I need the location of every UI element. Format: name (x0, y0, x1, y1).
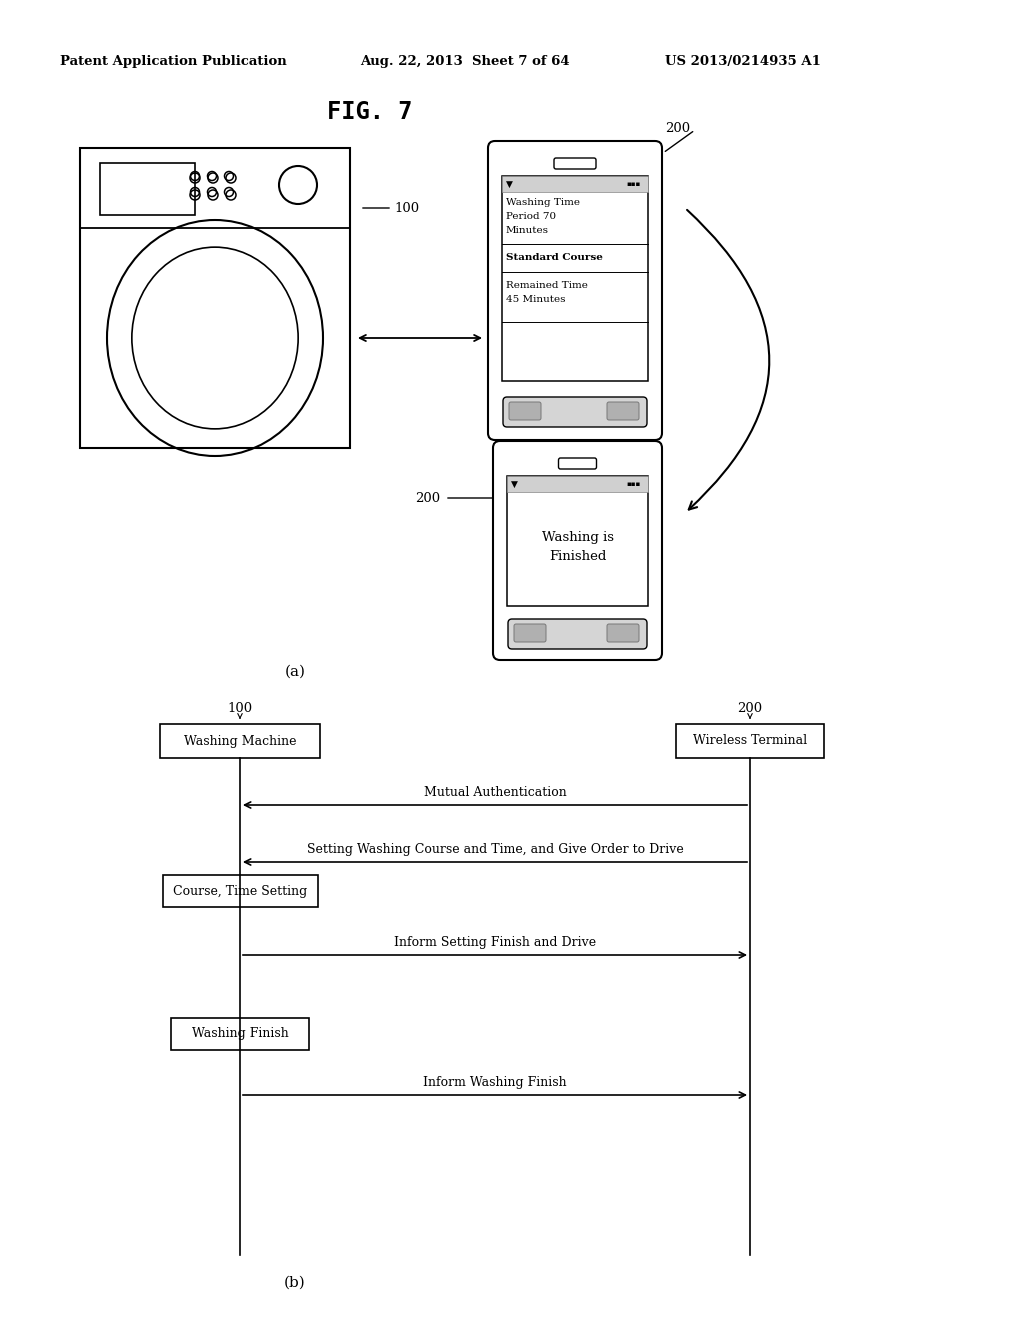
Text: US 2013/0214935 A1: US 2013/0214935 A1 (665, 55, 821, 69)
FancyBboxPatch shape (558, 458, 597, 469)
Bar (676, 723, 824, 758)
Text: Inform Washing Finish: Inform Washing Finish (423, 1076, 567, 1089)
Text: Course, Time Setting: Course, Time Setting (173, 884, 307, 898)
Text: 200: 200 (737, 701, 763, 714)
Text: FIG. 7: FIG. 7 (328, 100, 413, 124)
FancyBboxPatch shape (514, 624, 546, 642)
Text: 200: 200 (665, 121, 690, 135)
Text: Period 70: Period 70 (506, 213, 556, 220)
Text: Finished: Finished (549, 549, 606, 562)
Text: ▼: ▼ (511, 479, 518, 488)
Text: 45 Minutes: 45 Minutes (506, 294, 565, 304)
Text: Remained Time: Remained Time (506, 281, 588, 290)
Bar (100, 162, 195, 215)
FancyBboxPatch shape (607, 403, 639, 420)
FancyBboxPatch shape (509, 403, 541, 420)
Bar (171, 1018, 309, 1049)
Text: Mutual Authentication: Mutual Authentication (424, 785, 566, 799)
Text: 100: 100 (227, 701, 253, 714)
Text: Patent Application Publication: Patent Application Publication (60, 55, 287, 69)
FancyBboxPatch shape (503, 397, 647, 426)
Text: Minutes: Minutes (506, 226, 549, 235)
Text: Washing is: Washing is (542, 532, 613, 544)
Text: Setting Washing Course and Time, and Give Order to Drive: Setting Washing Course and Time, and Giv… (306, 843, 683, 855)
Text: Washing Machine: Washing Machine (183, 734, 296, 747)
Text: 200: 200 (415, 491, 440, 504)
Text: (a): (a) (285, 665, 305, 678)
Text: Inform Setting Finish and Drive: Inform Setting Finish and Drive (394, 936, 596, 949)
Bar (163, 875, 317, 907)
Text: Aug. 22, 2013  Sheet 7 of 64: Aug. 22, 2013 Sheet 7 of 64 (360, 55, 569, 69)
Text: Standard Course: Standard Course (506, 253, 603, 261)
FancyBboxPatch shape (488, 141, 662, 440)
Text: ▼: ▼ (506, 180, 513, 189)
FancyBboxPatch shape (607, 624, 639, 642)
FancyBboxPatch shape (554, 158, 596, 169)
Text: Washing Time: Washing Time (506, 198, 580, 207)
Text: ▪▪▪: ▪▪▪ (626, 181, 640, 187)
Bar (507, 477, 648, 492)
Bar (80, 148, 350, 447)
Text: (b): (b) (284, 1276, 306, 1290)
Bar (502, 176, 648, 381)
FancyBboxPatch shape (508, 619, 647, 649)
Text: 100: 100 (394, 202, 419, 214)
Text: Wireless Terminal: Wireless Terminal (693, 734, 807, 747)
FancyBboxPatch shape (493, 441, 662, 660)
Text: ▪▪▪: ▪▪▪ (626, 480, 640, 487)
Bar (502, 176, 648, 191)
Text: Washing Finish: Washing Finish (191, 1027, 289, 1040)
Bar (507, 477, 648, 606)
Bar (160, 723, 319, 758)
